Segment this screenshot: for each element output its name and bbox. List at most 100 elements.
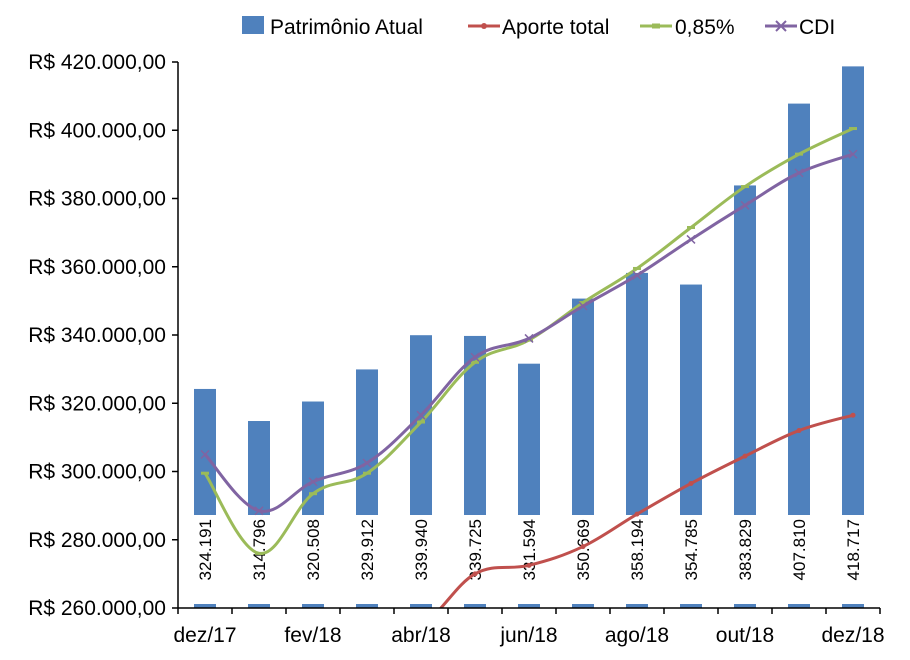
data-label-box	[409, 515, 433, 604]
bar-base	[680, 604, 702, 608]
bar-base	[464, 604, 486, 608]
data-label-box	[733, 515, 757, 604]
x-tick-label: dez/17	[173, 624, 236, 647]
series-point	[634, 511, 640, 517]
series-point	[632, 270, 642, 280]
bar-base	[572, 604, 594, 608]
bar-base	[626, 604, 648, 608]
data-label-box	[841, 515, 865, 604]
y-tick-label: R$ 400.000,00	[28, 119, 166, 142]
data-label: 320.508	[304, 519, 323, 580]
legend-swatch-patrimonio	[242, 16, 264, 34]
legend: Patrimônio Atual Aporte total 0,85% CDI	[242, 16, 835, 39]
series-point	[740, 200, 750, 210]
bar	[842, 66, 864, 515]
data-label-box	[463, 515, 487, 604]
x-tick-label: ago/18	[605, 624, 669, 647]
series-point	[308, 477, 318, 487]
x-tick-label: abr/18	[391, 624, 451, 647]
data-label: 383.829	[736, 519, 755, 580]
y-tick-label: R$ 360.000,00	[28, 256, 166, 279]
series-point	[526, 562, 532, 568]
data-label: 329.912	[358, 519, 377, 580]
bar	[788, 103, 810, 515]
data-label-box	[517, 515, 541, 604]
series-point	[470, 352, 480, 362]
y-tick-label: R$ 340.000,00	[28, 324, 166, 347]
series-point	[416, 410, 426, 420]
data-label-box	[679, 515, 703, 604]
bar	[518, 363, 540, 515]
y-tick-label: R$ 300.000,00	[28, 461, 166, 484]
data-label: 407.810	[790, 519, 809, 580]
bar-base	[248, 604, 270, 608]
data-label-box	[193, 515, 217, 604]
data-label: 339.725	[466, 519, 485, 580]
bar	[734, 185, 756, 515]
bar-base	[842, 604, 864, 608]
y-tick-label: R$ 320.000,00	[28, 392, 166, 415]
bar	[464, 335, 486, 515]
legend-label-aporte: Aporte total	[502, 16, 609, 39]
data-label-box	[625, 515, 649, 604]
series-point	[362, 458, 372, 468]
bar	[302, 401, 324, 515]
legend-label-cdi: CDI	[799, 16, 835, 39]
bar-base	[302, 604, 324, 608]
series-point	[794, 168, 804, 178]
data-label-box	[301, 515, 325, 604]
y-tick-label: R$ 280.000,00	[28, 529, 166, 552]
x-tick-label: dez/18	[821, 624, 884, 647]
bar-base	[194, 604, 216, 608]
data-label-box	[247, 515, 271, 604]
plot-area: 324.191 314.796 320.508 329.912 339.940 339.7…	[28, 51, 884, 647]
data-label: 358.194	[628, 519, 647, 580]
legend-label-085: 0,85%	[675, 16, 735, 39]
legend-marker-aporte	[481, 23, 487, 29]
bar-base	[356, 604, 378, 608]
data-label: 350.669	[574, 519, 593, 580]
legend-label-patrimonio: Patrimônio Atual	[270, 16, 423, 39]
bar	[572, 298, 594, 515]
x-tick-label: fev/18	[284, 624, 341, 647]
series-point	[257, 640, 262, 645]
bar-base	[410, 604, 432, 608]
bar	[194, 388, 216, 515]
y-tick-label: R$ 380.000,00	[28, 188, 166, 211]
bar-base	[518, 604, 540, 608]
y-tick-label: R$ 260.000,00	[28, 597, 166, 620]
series-point	[742, 453, 748, 459]
series-point	[472, 571, 478, 577]
bar	[626, 272, 648, 515]
data-label-box	[571, 515, 595, 604]
series-point	[578, 301, 588, 311]
data-label: 354.785	[682, 519, 701, 580]
data-label: 418.717	[844, 519, 863, 580]
series-point	[688, 480, 694, 486]
bar	[356, 369, 378, 515]
data-label: 339.940	[412, 519, 431, 580]
series-point	[686, 234, 696, 244]
bar	[680, 284, 702, 515]
bar-base	[788, 604, 810, 608]
series-line	[203, 127, 854, 555]
bar	[410, 335, 432, 515]
series-point	[365, 626, 370, 631]
series-point	[796, 428, 802, 434]
series-point	[848, 149, 858, 159]
data-label: 331.594	[520, 519, 539, 580]
data-label-box	[355, 515, 379, 604]
series-point	[580, 544, 586, 550]
legend-marker-cdi	[775, 20, 787, 32]
data-label: 324.191	[196, 519, 215, 580]
series-point	[850, 412, 856, 418]
x-tick-label: jun/18	[499, 624, 557, 647]
y-tick-label: R$ 420.000,00	[28, 51, 166, 74]
lines-group	[200, 127, 858, 645]
data-label-box	[787, 515, 811, 604]
series-point	[254, 506, 264, 516]
series-point	[200, 449, 210, 459]
bar-base	[734, 604, 756, 608]
